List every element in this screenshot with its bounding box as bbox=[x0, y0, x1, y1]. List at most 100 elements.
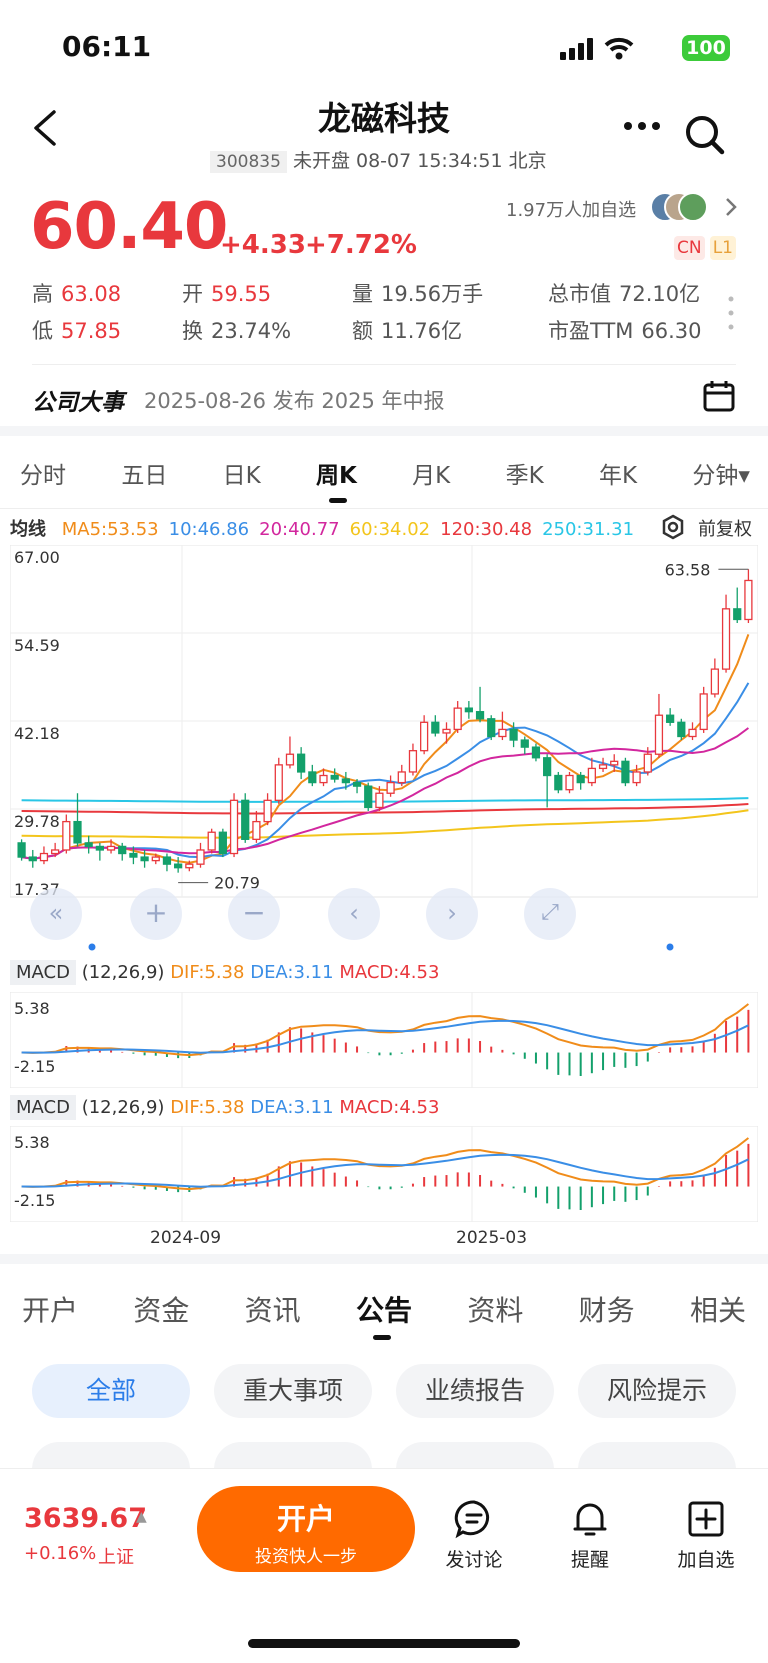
macd-label[interactable]: MACD bbox=[10, 960, 76, 985]
settings-icon[interactable] bbox=[660, 514, 686, 540]
period-tab[interactable]: 分时 bbox=[20, 463, 66, 489]
event-label: 公司大事 bbox=[32, 390, 124, 416]
discuss-button[interactable]: 发讨论 bbox=[440, 1499, 508, 1572]
calendar-icon[interactable] bbox=[702, 379, 736, 413]
filter-all[interactable]: 全部 bbox=[32, 1364, 190, 1418]
scroll-right-button[interactable]: › bbox=[426, 888, 478, 940]
macd-label[interactable]: MACD bbox=[10, 1095, 76, 1120]
y-tick-label: 54.59 bbox=[14, 636, 60, 655]
candle bbox=[39, 846, 49, 865]
stats-more-icon[interactable] bbox=[728, 295, 734, 335]
zoom-out-button[interactable]: − bbox=[228, 888, 280, 940]
period-tab[interactable]: 季K bbox=[505, 463, 544, 489]
fullscreen-button[interactable]: ⤢ bbox=[524, 888, 576, 940]
candle bbox=[666, 708, 675, 726]
ma-value: 250:31.31 bbox=[542, 519, 635, 540]
candle bbox=[576, 771, 585, 790]
candle bbox=[62, 814, 71, 854]
dif-line bbox=[21, 1137, 750, 1191]
event-dot[interactable] bbox=[88, 943, 96, 951]
candle bbox=[408, 743, 418, 776]
content-tab[interactable]: 公告 bbox=[355, 1294, 412, 1327]
page-title: 龙磁科技 bbox=[318, 99, 450, 138]
y-tick-label: 42.18 bbox=[14, 724, 60, 743]
period-tab[interactable]: 日K bbox=[222, 463, 261, 489]
macd-bottom-label: -2.15 bbox=[14, 1057, 55, 1076]
content-tab[interactable]: 资金 bbox=[133, 1294, 190, 1327]
y-tick-label: 67.00 bbox=[14, 548, 60, 567]
search-button[interactable] bbox=[684, 114, 726, 160]
filter-major-events[interactable]: 重大事项 bbox=[214, 1364, 372, 1418]
bottom-bar: 3639.67 ▲ +0.16% 上证 开户 投资快人一步 发讨论 提醒 加自选 bbox=[0, 1468, 768, 1663]
period-tabs: 分时 五日 日K 周K 月K 季K 年K 分钟▾ bbox=[20, 448, 750, 498]
period-tab[interactable]: 分钟▾ bbox=[692, 463, 750, 489]
stat-value: 57.85 bbox=[61, 319, 122, 343]
candle bbox=[28, 849, 37, 868]
zoom-in-button[interactable]: + bbox=[130, 888, 182, 940]
candle bbox=[95, 842, 104, 861]
ma-value: 60:34.02 bbox=[349, 519, 431, 540]
candle bbox=[252, 810, 261, 843]
candle bbox=[531, 743, 541, 762]
content-tab[interactable]: 开户 bbox=[22, 1294, 79, 1327]
candle bbox=[330, 768, 339, 783]
remind-button[interactable]: 提醒 bbox=[556, 1499, 624, 1572]
candle bbox=[207, 828, 216, 854]
candle bbox=[565, 771, 574, 794]
divider bbox=[0, 426, 768, 436]
stat-item: 额 11.76亿 bbox=[352, 315, 462, 345]
period-tab[interactable]: 月K bbox=[412, 463, 451, 489]
candle bbox=[587, 757, 596, 787]
candle bbox=[498, 711, 507, 741]
scroll-left-button[interactable]: ‹ bbox=[328, 888, 380, 940]
divider bbox=[0, 508, 768, 509]
candle bbox=[285, 736, 295, 769]
badge-l1: L1 bbox=[709, 236, 736, 260]
filter-risk[interactable]: 风险提示 bbox=[578, 1364, 736, 1418]
add-square-icon bbox=[688, 1501, 724, 1537]
content-tab[interactable]: 相关 bbox=[689, 1294, 746, 1327]
content-tab[interactable]: 资讯 bbox=[244, 1294, 301, 1327]
back-button[interactable] bbox=[28, 108, 68, 148]
back-arrow-icon bbox=[34, 110, 56, 146]
period-tab[interactable]: 周K bbox=[316, 463, 357, 489]
period-tab[interactable]: 年K bbox=[598, 463, 638, 489]
discuss-label: 发讨论 bbox=[445, 1549, 503, 1571]
stat-item: 开 59.55 bbox=[182, 278, 271, 308]
period-tab[interactable]: 五日 bbox=[121, 463, 168, 489]
adjust-mode[interactable]: 前复权 bbox=[698, 519, 752, 540]
event-dot[interactable] bbox=[666, 943, 674, 951]
open-account-button[interactable]: 开户 投资快人一步 bbox=[197, 1486, 415, 1572]
remind-label: 提醒 bbox=[570, 1549, 609, 1571]
price-change: +4.33 bbox=[220, 230, 306, 260]
macd-value: MACD:4.53 bbox=[339, 1097, 440, 1118]
candle bbox=[308, 764, 317, 787]
add-watchlist-button[interactable]: 加自选 bbox=[672, 1499, 740, 1572]
index-value[interactable]: 3639.67 bbox=[24, 1503, 147, 1534]
macd-chart[interactable]: 5.38 -2.15 bbox=[10, 1126, 758, 1222]
candle bbox=[352, 779, 362, 794]
company-event-row[interactable]: 公司大事 2025-08-26 发布 2025 年中报 bbox=[32, 364, 736, 426]
candle bbox=[274, 757, 283, 804]
stock-code: 300835 bbox=[210, 151, 287, 173]
period-tab-indicator bbox=[329, 498, 347, 503]
macd-dea: DEA:3.11 bbox=[250, 1097, 334, 1118]
watcher-avatars[interactable] bbox=[650, 192, 714, 222]
macd-chart[interactable]: 5.38 -2.15 bbox=[10, 992, 758, 1088]
stat-item: 总市值 72.10亿 bbox=[548, 278, 700, 308]
more-button[interactable] bbox=[622, 116, 662, 140]
content-tab[interactable]: 财务 bbox=[578, 1294, 635, 1327]
stat-value: 23.74% bbox=[211, 319, 292, 343]
chart-controls: « + − ‹ › ⤢ bbox=[0, 888, 768, 942]
rewind-button[interactable]: « bbox=[30, 888, 82, 940]
chart-frame bbox=[10, 992, 758, 1088]
ma-value: MA5:53.53 bbox=[61, 519, 159, 540]
content-tab[interactable]: 资料 bbox=[467, 1294, 524, 1327]
filter-row-peek bbox=[32, 1442, 736, 1468]
candle bbox=[654, 693, 664, 758]
stat-item: 高 63.08 bbox=[32, 278, 121, 308]
filter-earnings[interactable]: 业绩报告 bbox=[396, 1364, 554, 1418]
candle bbox=[162, 853, 172, 872]
chevron-right-icon[interactable] bbox=[724, 196, 738, 218]
